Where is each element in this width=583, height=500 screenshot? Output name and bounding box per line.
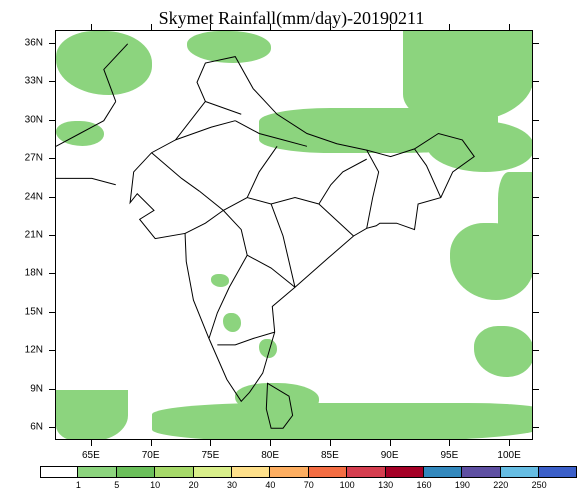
y-tick-label: 21N <box>0 230 43 241</box>
colorbar-cell <box>117 466 155 478</box>
y-tick <box>49 235 55 236</box>
plot-area <box>55 30 533 440</box>
colorbar-cell <box>78 466 116 478</box>
colorbar-cell <box>194 466 232 478</box>
y-tick-label: 9N <box>0 383 43 394</box>
x-tick <box>509 440 510 446</box>
y-tick-label: 33N <box>0 76 43 87</box>
x-tick <box>270 24 271 30</box>
y-tick <box>533 312 539 313</box>
colorbar-cell <box>40 466 78 478</box>
colorbar-cell <box>424 466 462 478</box>
x-tick-label: 70E <box>142 450 160 461</box>
colorbar-tick-label: 250 <box>532 480 547 490</box>
y-tick <box>533 120 539 121</box>
colorbar-cell <box>462 466 500 478</box>
colorbar-tick-label: 5 <box>114 480 119 490</box>
y-tick <box>533 235 539 236</box>
x-tick <box>91 440 92 446</box>
colorbar-tick-label: 20 <box>189 480 199 490</box>
x-tick <box>390 24 391 30</box>
colorbar-tick-label: 30 <box>227 480 237 490</box>
colorbar-tick-label: 130 <box>378 480 393 490</box>
x-tick-label: 95E <box>440 450 458 461</box>
y-tick <box>533 350 539 351</box>
y-tick <box>533 427 539 428</box>
colorbar-tick-label: 160 <box>416 480 431 490</box>
y-tick <box>49 312 55 313</box>
y-tick-label: 15N <box>0 306 43 317</box>
colorbar-cell <box>309 466 347 478</box>
colorbar-cell <box>386 466 424 478</box>
colorbar-cell <box>270 466 308 478</box>
x-tick-label: 85E <box>321 450 339 461</box>
y-tick <box>533 389 539 390</box>
x-tick <box>210 24 211 30</box>
y-tick <box>49 120 55 121</box>
colorbar-cell <box>501 466 539 478</box>
colorbar-tick-label: 1 <box>76 480 81 490</box>
y-tick <box>49 197 55 198</box>
x-tick-label: 65E <box>82 450 100 461</box>
colorbar <box>40 466 577 478</box>
y-tick <box>49 427 55 428</box>
colorbar-tick-label: 100 <box>340 480 355 490</box>
colorbar-cell <box>155 466 193 478</box>
x-tick <box>449 440 450 446</box>
x-tick <box>449 24 450 30</box>
x-tick <box>330 440 331 446</box>
y-tick-label: 12N <box>0 345 43 356</box>
x-tick <box>330 24 331 30</box>
y-tick-label: 18N <box>0 268 43 279</box>
y-tick <box>49 350 55 351</box>
y-tick <box>49 273 55 274</box>
y-tick <box>49 158 55 159</box>
x-tick-label: 100E <box>497 450 520 461</box>
x-tick <box>151 440 152 446</box>
y-tick-label: 30N <box>0 114 43 125</box>
y-tick <box>49 81 55 82</box>
chart-title: Skymet Rainfall(mm/day)-20190211 <box>0 8 583 29</box>
y-tick-label: 36N <box>0 37 43 48</box>
x-tick <box>151 24 152 30</box>
colorbar-tick-label: 220 <box>493 480 508 490</box>
x-tick <box>91 24 92 30</box>
x-tick <box>210 440 211 446</box>
rainfall-chart: Skymet Rainfall(mm/day)-20190211 36N 33N 3… <box>0 0 583 500</box>
y-tick <box>533 43 539 44</box>
y-tick <box>533 273 539 274</box>
y-tick <box>49 43 55 44</box>
x-tick <box>509 24 510 30</box>
y-tick-label: 27N <box>0 153 43 164</box>
colorbar-cell <box>232 466 270 478</box>
x-tick <box>270 440 271 446</box>
y-tick <box>533 197 539 198</box>
colorbar-tick-label: 70 <box>304 480 314 490</box>
x-tick-label: 80E <box>261 450 279 461</box>
colorbar-cell <box>347 466 385 478</box>
x-tick-label: 90E <box>381 450 399 461</box>
y-tick <box>533 81 539 82</box>
y-tick-label: 6N <box>0 422 43 433</box>
colorbar-cell <box>539 466 577 478</box>
colorbar-tick-label: 10 <box>150 480 160 490</box>
x-tick <box>390 440 391 446</box>
y-tick <box>49 389 55 390</box>
colorbar-tick-label: 190 <box>455 480 470 490</box>
country-outline-map <box>56 31 533 440</box>
y-tick-label: 24N <box>0 191 43 202</box>
y-tick <box>533 158 539 159</box>
colorbar-tick-label: 40 <box>265 480 275 490</box>
x-tick-label: 75E <box>201 450 219 461</box>
